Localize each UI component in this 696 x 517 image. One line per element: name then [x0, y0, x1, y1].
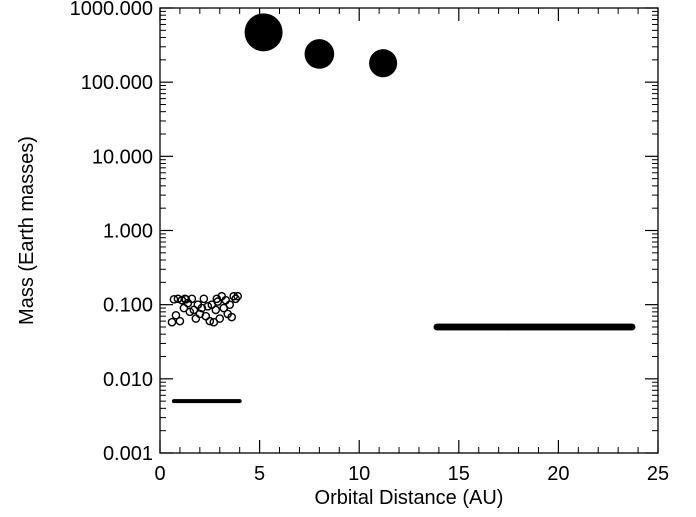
x-tick-label: 25: [647, 463, 669, 485]
y-tick-label: 10.000: [92, 146, 153, 168]
giant-planet-marker: [244, 13, 283, 52]
x-axis: 0 5 10 15 20 25: [154, 8, 669, 485]
giant-planet-marker: [369, 49, 398, 78]
embryo-marker: [231, 294, 240, 304]
y-axis: 0.001 0.010 0.100 1.000 10.000 100.000 1000.00…: [70, 0, 658, 465]
x-tick-label: 5: [254, 463, 265, 485]
embryo-marker: [225, 300, 235, 309]
embryo-marker: [189, 305, 199, 315]
embryo-marker: [185, 307, 195, 317]
embryo-marker: [197, 303, 207, 313]
y-tick-label: 100.000: [81, 72, 153, 94]
embryo-marker: [233, 291, 242, 301]
plot-marks: [167, 13, 636, 404]
embryo-marker: [175, 316, 185, 326]
x-tick-label: 20: [547, 463, 569, 485]
embryo-marker: [212, 294, 222, 304]
embryo-marker: [203, 302, 213, 311]
y-axis-title: Mass (Earth masses): [16, 136, 38, 325]
y-tick-label: 0.001: [103, 443, 153, 465]
plot-frame: [159, 7, 659, 454]
x-tick-label: 10: [348, 463, 370, 485]
embryo-marker: [227, 312, 237, 322]
embryo-marker: [167, 317, 177, 327]
outer-planetesimal-marker: [628, 323, 636, 331]
x-tick-label: 0: [154, 463, 165, 485]
y-tick-label: 0.010: [103, 369, 153, 391]
embryo-marker: [199, 294, 209, 304]
y-tick-label: 1.000: [103, 221, 153, 243]
embryo-marker: [211, 305, 221, 315]
y-tick-label: 1000.000: [70, 0, 153, 20]
embryo-marker: [215, 314, 225, 323]
embryo-marker: [169, 295, 179, 304]
embryo-marker: [171, 310, 181, 320]
embryo-marker: [205, 316, 215, 326]
giant-planet-marker: [304, 39, 335, 69]
x-axis-title: Orbital Distance (AU): [315, 487, 504, 509]
embryo-marker: [229, 291, 239, 301]
inner-planetesimal-marker: [237, 399, 242, 404]
x-tick-label: 15: [448, 463, 470, 485]
embryo-marker: [180, 294, 190, 304]
y-tick-label: 0.100: [103, 295, 153, 317]
embryo-marker: [191, 314, 201, 323]
embryo-marker: [209, 317, 219, 327]
